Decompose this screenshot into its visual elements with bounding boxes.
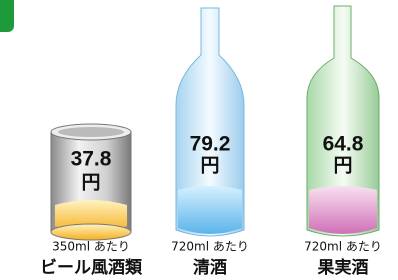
product-name: 果実酒 <box>318 257 369 278</box>
price-unit: 円 <box>81 172 100 194</box>
infographic: 37.8 円 79.2 円 64.8 円 350ml あたり 720ml あたり… <box>0 0 398 280</box>
price: 79.2 <box>190 133 231 156</box>
volume-label: 720ml あたり <box>171 240 249 254</box>
price: 64.8 <box>323 133 364 156</box>
product-name: ビール風酒類 <box>40 257 143 278</box>
sake-bottle <box>176 8 244 236</box>
volume-label: 720ml あたり <box>304 240 382 254</box>
price: 37.8 <box>71 148 112 171</box>
price-unit: 円 <box>200 155 219 177</box>
corner-tab <box>0 0 14 32</box>
product-name: 清酒 <box>193 257 227 278</box>
wine-bottle <box>307 6 379 236</box>
volume-label: 350ml あたり <box>52 240 130 254</box>
price-unit: 円 <box>333 155 352 177</box>
